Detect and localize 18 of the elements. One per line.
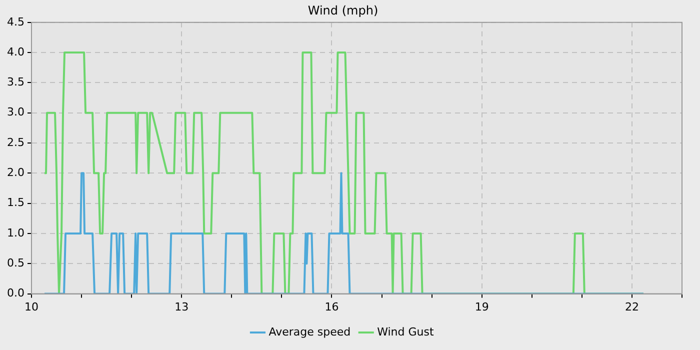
y-tick-label: 0.5 [6, 256, 24, 270]
y-tick-label: 3.0 [6, 106, 24, 119]
y-tick-label: 4.0 [6, 45, 24, 58]
chart-title: Wind (mph) [308, 3, 378, 18]
y-tick-label: 0.0 [6, 286, 24, 300]
x-tick-label: 10 [24, 300, 38, 314]
y-tick-label: 2.5 [6, 136, 24, 149]
x-tick-label: 19 [474, 300, 489, 314]
y-tick-label: 4.5 [6, 15, 24, 28]
x-tick-label: 22 [624, 300, 639, 314]
x-tick-label: 16 [324, 300, 339, 314]
legend-label: Wind Gust [377, 325, 434, 338]
y-tick-label: 1.5 [6, 196, 24, 210]
x-tick-label: 13 [174, 300, 189, 314]
y-tick-label: 2.0 [6, 166, 24, 180]
y-tick-label: 3.5 [6, 76, 24, 89]
legend-label: Average speed [268, 325, 351, 338]
y-tick-label: 1.0 [6, 226, 24, 240]
